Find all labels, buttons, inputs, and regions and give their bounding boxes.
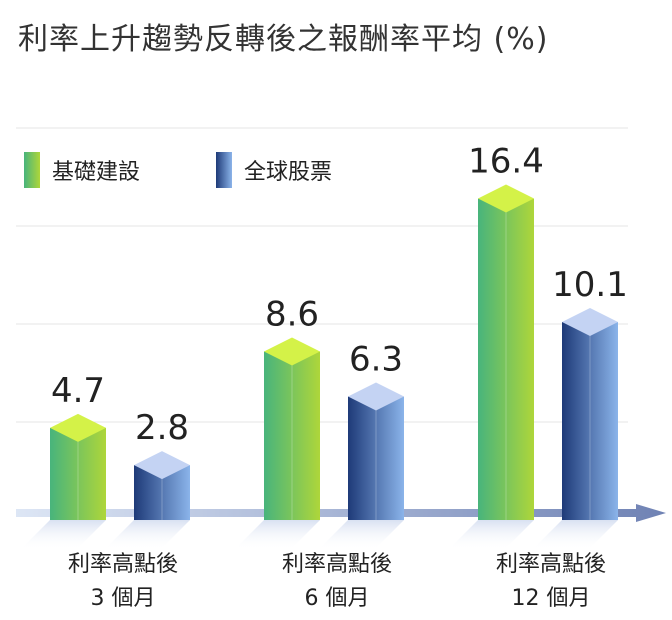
bars: [50, 184, 618, 520]
bar-global-equities-3m: [134, 451, 190, 520]
bar-shadow-global-equities-6m: [318, 520, 404, 550]
x-tick-label-3m: 利率高點後 3 個月: [38, 548, 208, 616]
bar-shadow-global-equities-12m: [532, 520, 618, 550]
legend-item-global-equities: 全球股票: [216, 150, 332, 190]
value-label-infrastructure-12m: 16.4: [468, 142, 544, 182]
bar-infrastructure-6m: [264, 337, 320, 520]
x-tick-label-3m-line2: 3 個月: [90, 586, 156, 611]
bar-shadow-infrastructure-6m: [234, 520, 320, 550]
bar-front-infrastructure-3m: [50, 427, 106, 520]
bar-top-infrastructure-6m: [264, 337, 320, 366]
x-tick-label-6m-line1: 利率高點後: [281, 552, 392, 577]
bar-shadow-infrastructure-12m: [448, 520, 534, 550]
legend-swatch-global-equities: [216, 152, 232, 188]
bar-global-equities-12m: [562, 308, 618, 520]
legend-label-infrastructure: 基礎建設: [52, 160, 141, 185]
x-tick-label-12m: 利率高點後 12 個月: [466, 548, 636, 616]
legend-label-global-equities: 全球股票: [244, 160, 333, 185]
value-label-global-equities-12m: 10.1: [552, 265, 628, 305]
value-label-infrastructure-6m: 8.6: [265, 294, 319, 334]
bar-infrastructure-12m: [478, 184, 534, 520]
chart-title: 利率上升趨勢反轉後之報酬率平均 (%): [18, 22, 549, 57]
x-tick-label-12m-line2: 12 個月: [511, 586, 591, 611]
bar-top-global-equities-12m: [562, 308, 618, 337]
value-label-infrastructure-3m: 4.7: [51, 371, 105, 411]
bar-top-global-equities-3m: [134, 451, 190, 480]
bar-shadow-infrastructure-3m: [20, 520, 106, 550]
x-tick-label-3m-line1: 利率高點後: [67, 552, 178, 577]
bar-front-global-equities-6m: [348, 396, 404, 520]
x-tick-label-6m-line2: 6 個月: [304, 586, 370, 611]
legend-swatch-infrastructure: [24, 152, 40, 188]
bar-top-infrastructure-3m: [50, 413, 106, 442]
bar-shadow-global-equities-3m: [104, 520, 190, 550]
x-axis-arrow: [16, 504, 666, 522]
value-label-global-equities-6m: 6.3: [349, 340, 403, 380]
bar-front-global-equities-12m: [562, 322, 618, 520]
bar-infrastructure-3m: [50, 413, 106, 520]
value-labels: 4.7 2.8 8.6 6.3 16.4 10.1: [51, 142, 628, 449]
bar-top-global-equities-6m: [348, 382, 404, 411]
x-tick-label-6m: 利率高點後 6 個月: [252, 548, 422, 616]
bar-top-infrastructure-12m: [478, 184, 534, 213]
floor-shadows: [20, 520, 618, 550]
value-label-global-equities-3m: 2.8: [135, 408, 189, 448]
bar-front-infrastructure-12m: [478, 198, 534, 520]
bar-global-equities-6m: [348, 382, 404, 520]
x-tick-label-12m-line1: 利率高點後: [495, 552, 606, 577]
legend-item-infrastructure: 基礎建設: [24, 150, 140, 190]
bar-front-infrastructure-6m: [264, 351, 320, 520]
